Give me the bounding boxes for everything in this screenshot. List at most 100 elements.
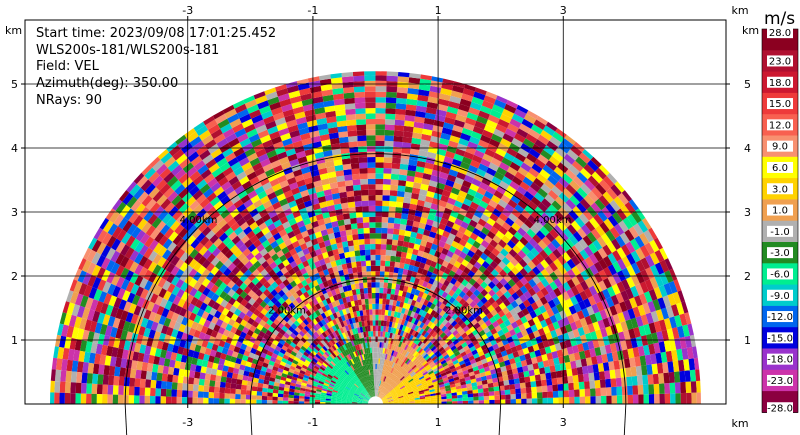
velocity-cell	[506, 239, 516, 249]
velocity-cell	[660, 307, 670, 320]
velocity-cell	[298, 225, 307, 233]
velocity-cell	[462, 394, 468, 398]
velocity-cell	[410, 288, 417, 295]
velocity-cell	[379, 386, 383, 392]
velocity-cell	[375, 135, 385, 141]
velocity-cell	[432, 380, 439, 385]
velocity-cell	[277, 289, 286, 298]
velocity-cell	[573, 141, 585, 153]
velocity-cell	[320, 246, 328, 254]
velocity-cell	[536, 290, 545, 299]
velocity-cell	[183, 325, 191, 335]
velocity-cell	[120, 310, 129, 321]
velocity-cell	[366, 140, 376, 147]
velocity-cell	[375, 314, 379, 321]
velocity-cell	[461, 127, 473, 137]
velocity-cell	[367, 342, 370, 348]
velocity-cell	[539, 296, 548, 305]
velocity-cell	[333, 366, 339, 372]
velocity-cell	[357, 316, 362, 322]
velocity-cell	[466, 383, 472, 388]
velocity-cell	[163, 317, 172, 327]
velocity-cell	[110, 326, 118, 338]
velocity-cell	[452, 299, 459, 307]
velocity-cell	[405, 180, 414, 188]
velocity-cell	[533, 119, 546, 130]
velocity-cell	[213, 310, 222, 319]
velocity-cell	[407, 388, 413, 393]
velocity-cell	[494, 390, 500, 396]
velocity-cell	[364, 397, 369, 401]
velocity-cell	[177, 346, 185, 355]
velocity-cell	[313, 101, 325, 110]
velocity-cell	[332, 154, 342, 161]
velocity-cell	[615, 322, 624, 333]
velocity-cell	[286, 319, 294, 327]
velocity-cell	[606, 352, 614, 362]
velocity-cell	[434, 342, 441, 348]
velocity-cell	[205, 230, 216, 240]
velocity-cell	[365, 370, 368, 376]
velocity-cell	[479, 304, 488, 312]
velocity-cell	[243, 350, 251, 357]
velocity-cell	[291, 135, 302, 144]
velocity-cell	[346, 284, 352, 291]
velocity-cell	[620, 320, 629, 332]
velocity-cell	[566, 278, 576, 289]
velocity-cell	[160, 325, 169, 335]
velocity-cell	[175, 248, 186, 259]
velocity-cell	[519, 285, 528, 294]
velocity-cell	[627, 348, 635, 359]
velocity-cell	[213, 214, 224, 225]
velocity-cell	[413, 376, 419, 382]
velocity-cell	[362, 342, 366, 349]
velocity-cell	[387, 378, 391, 384]
velocity-cell	[346, 336, 351, 343]
velocity-cell	[379, 393, 384, 398]
velocity-cell	[316, 265, 323, 273]
velocity-cell	[466, 351, 474, 358]
velocity-cell	[395, 114, 406, 121]
velocity-cell	[532, 275, 541, 285]
velocity-cell	[381, 364, 384, 370]
velocity-cell	[362, 383, 366, 389]
velocity-cell	[138, 326, 146, 336]
velocity-cell	[637, 345, 645, 357]
velocity-cell	[547, 385, 553, 392]
velocity-cell	[333, 198, 341, 205]
velocity-cell	[599, 179, 611, 192]
velocity-cell	[135, 230, 146, 242]
velocity-cell	[486, 312, 494, 320]
velocity-cell	[382, 400, 388, 403]
velocity-cell	[507, 278, 516, 288]
velocity-cell	[528, 167, 540, 178]
velocity-cell	[520, 329, 529, 337]
velocity-cell	[375, 71, 387, 76]
velocity-cell	[304, 223, 313, 231]
velocity-cell	[247, 341, 254, 348]
velocity-cell	[410, 254, 418, 261]
velocity-cell	[430, 260, 437, 268]
velocity-cell	[506, 166, 518, 176]
velocity-cell	[148, 171, 160, 184]
velocity-cell	[375, 325, 379, 332]
velocity-cell	[395, 389, 401, 393]
velocity-cell	[397, 81, 409, 88]
velocity-cell	[350, 312, 355, 319]
velocity-cell	[658, 373, 665, 384]
velocity-cell	[304, 359, 311, 365]
velocity-cell	[292, 169, 303, 177]
velocity-cell	[362, 365, 365, 372]
velocity-cell	[282, 354, 289, 361]
velocity-cell	[509, 308, 518, 317]
velocity-cell	[565, 184, 577, 195]
velocity-cell	[344, 331, 349, 338]
velocity-cell	[361, 271, 367, 278]
velocity-cell	[448, 140, 459, 149]
velocity-cell	[514, 152, 527, 163]
velocity-cell	[223, 315, 231, 324]
velocity-cell	[534, 243, 544, 254]
velocity-cell	[233, 147, 245, 158]
velocity-cell	[385, 97, 397, 104]
velocity-cell	[193, 329, 201, 339]
